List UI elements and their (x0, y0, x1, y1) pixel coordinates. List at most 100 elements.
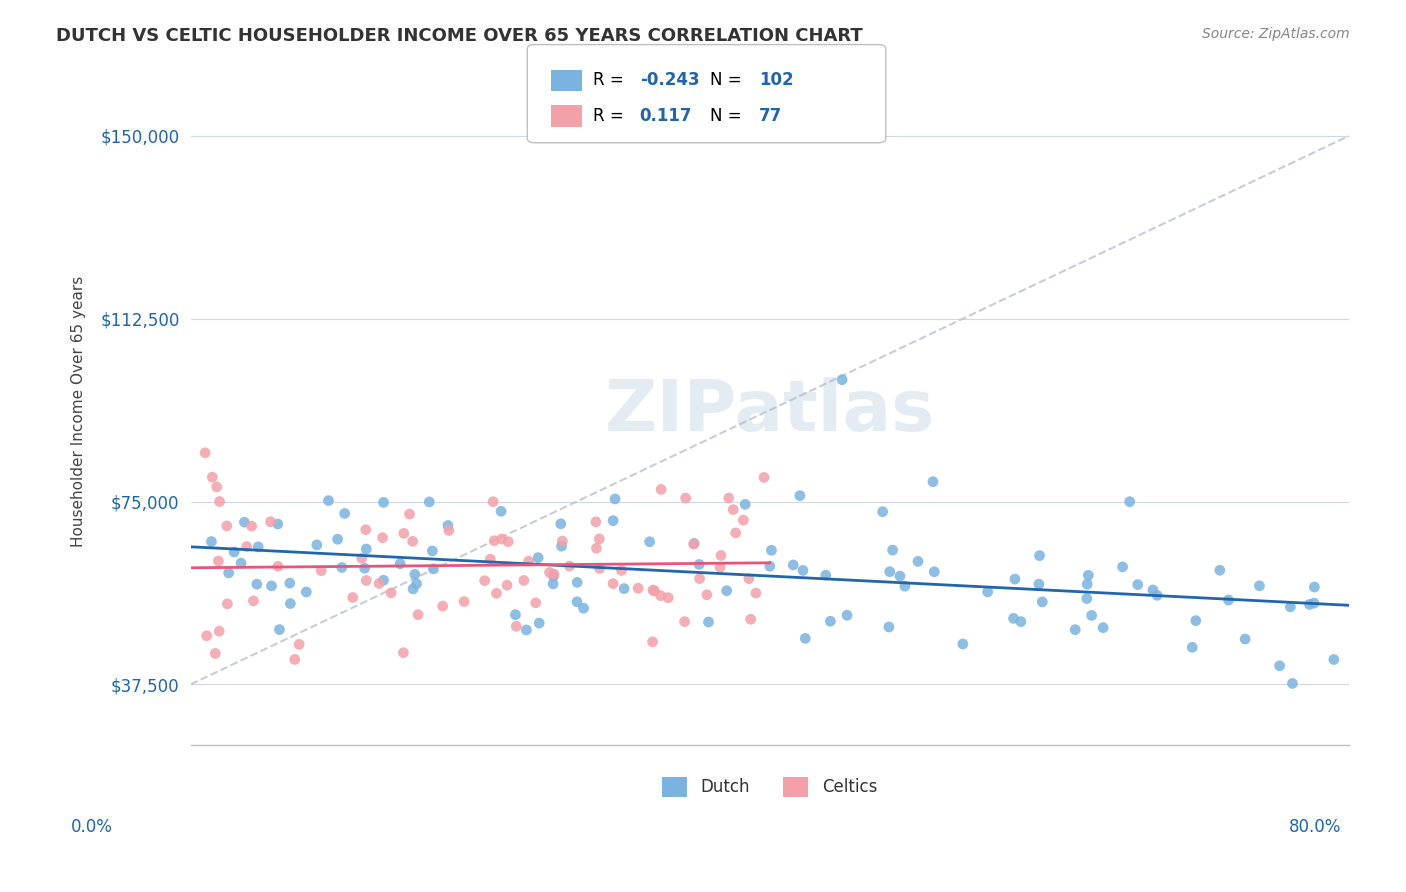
Point (1004, 572, 1026, 586)
Point (831, 373, 853, 387)
Point (259, 515, 281, 529)
Point (1080, 608, 1102, 623)
Point (194, 446, 217, 460)
Point (524, 596, 547, 610)
Point (641, 635, 664, 649)
Text: R =: R = (593, 107, 634, 125)
Point (759, 559, 782, 574)
Point (267, 516, 290, 531)
Point (789, 489, 811, 503)
Point (882, 543, 904, 558)
Point (602, 576, 624, 591)
Point (207, 554, 229, 568)
Point (585, 515, 607, 529)
Point (233, 515, 256, 529)
Point (572, 601, 595, 615)
Point (401, 534, 423, 549)
Point (721, 502, 744, 516)
Point (835, 608, 858, 623)
Point (418, 495, 440, 509)
Point (356, 542, 378, 557)
Point (208, 494, 231, 508)
Point (879, 565, 901, 579)
Text: DUTCH VS CELTIC HOUSEHOLDER INCOME OVER 65 YEARS CORRELATION CHART: DUTCH VS CELTIC HOUSEHOLDER INCOME OVER … (56, 27, 863, 45)
Point (240, 519, 263, 533)
Point (1092, 621, 1115, 635)
Point (529, 616, 551, 631)
Point (333, 507, 356, 521)
Point (550, 516, 572, 531)
Text: ZIPatlas: ZIPatlas (605, 376, 935, 446)
Point (513, 574, 536, 588)
Point (697, 615, 720, 629)
Text: 0.117: 0.117 (640, 107, 692, 125)
Point (538, 566, 561, 580)
Point (515, 623, 537, 637)
Text: 0.0%: 0.0% (70, 818, 112, 836)
Legend: Dutch, Celtics: Dutch, Celtics (655, 770, 884, 804)
Point (627, 581, 650, 595)
Point (657, 591, 679, 605)
Point (489, 504, 512, 518)
Point (432, 599, 454, 614)
Point (195, 629, 218, 643)
Point (740, 612, 762, 626)
Point (218, 566, 240, 580)
Point (288, 637, 311, 651)
Point (402, 582, 425, 596)
Point (710, 549, 733, 563)
Point (437, 524, 460, 538)
Point (201, 470, 224, 484)
Point (792, 563, 814, 577)
Point (976, 585, 998, 599)
Point (585, 541, 607, 556)
Point (709, 560, 731, 574)
Point (689, 572, 711, 586)
Point (342, 591, 364, 605)
Point (371, 531, 394, 545)
Point (820, 614, 842, 628)
Point (280, 597, 302, 611)
Point (907, 554, 929, 568)
Point (745, 586, 768, 600)
Point (269, 623, 291, 637)
Point (380, 586, 402, 600)
Point (1323, 652, 1346, 666)
Point (603, 491, 626, 506)
Point (922, 565, 945, 579)
Point (565, 595, 588, 609)
Point (1303, 596, 1326, 610)
Point (224, 545, 246, 559)
Point (1279, 599, 1302, 614)
Point (204, 647, 226, 661)
Point (1076, 577, 1098, 591)
Point (405, 576, 427, 591)
Point (368, 576, 391, 591)
Y-axis label: Householder Income Over 65 years: Householder Income Over 65 years (72, 276, 86, 547)
Point (1028, 549, 1050, 563)
Point (872, 505, 894, 519)
Point (484, 533, 506, 548)
Point (543, 569, 565, 583)
Point (1077, 568, 1099, 582)
Text: N =: N = (710, 71, 747, 89)
Point (482, 494, 505, 508)
Point (752, 470, 775, 484)
Point (485, 586, 508, 600)
Point (551, 534, 574, 549)
Point (724, 525, 747, 540)
Point (1234, 632, 1257, 646)
Point (543, 567, 565, 582)
Point (474, 574, 496, 588)
Point (491, 532, 513, 546)
Point (716, 583, 738, 598)
Point (496, 578, 519, 592)
Point (1184, 614, 1206, 628)
Point (794, 632, 817, 646)
Point (588, 561, 610, 575)
Point (610, 564, 633, 578)
Point (673, 615, 696, 629)
Point (613, 582, 636, 596)
Point (877, 620, 900, 634)
Text: -0.243: -0.243 (640, 71, 699, 89)
